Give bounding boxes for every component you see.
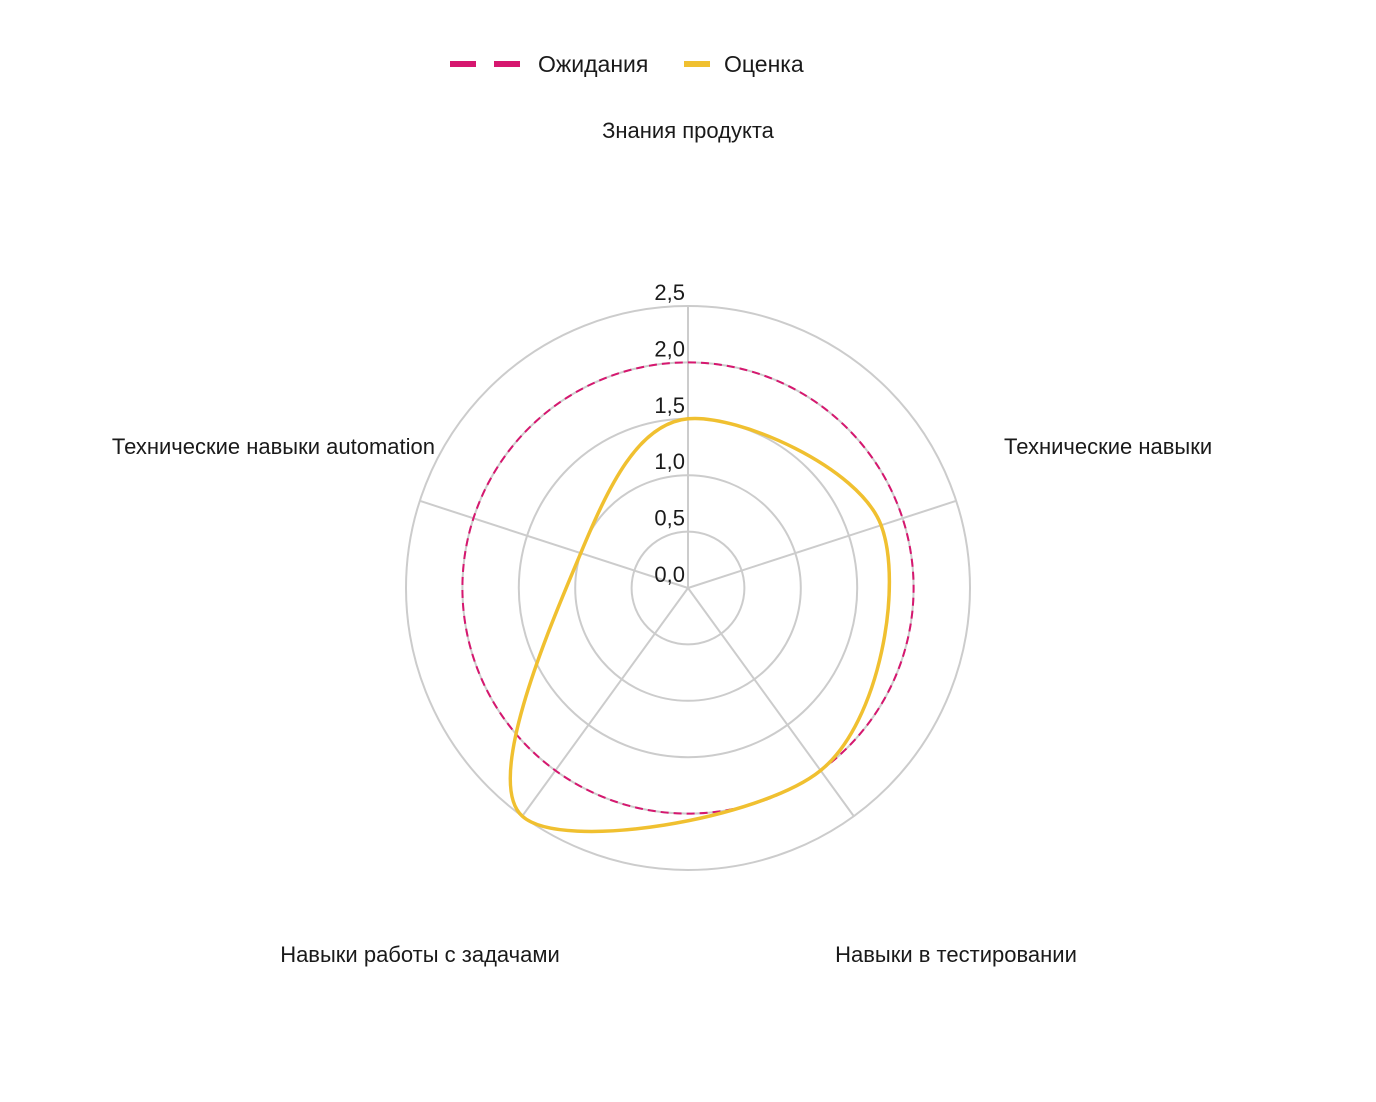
- r-tick-label: 1,0: [654, 449, 685, 474]
- legend-item[interactable]: Ожидания: [450, 51, 648, 77]
- category-label: Навыки работы с задачами: [280, 942, 560, 967]
- r-tick-label: 2,0: [654, 336, 685, 361]
- category-label: Технические навыки: [1004, 434, 1212, 459]
- r-tick-label: 0,5: [654, 506, 685, 531]
- axis-spoke: [687, 499, 957, 589]
- axis-spoke: [687, 587, 855, 817]
- legend-label: Ожидания: [538, 51, 648, 77]
- legend-label: Оценка: [724, 51, 804, 77]
- r-tick-label: 2,5: [654, 280, 685, 305]
- category-label: Знания продукта: [602, 118, 775, 143]
- chart-legend: Ожидания Оценка: [450, 51, 804, 77]
- r-tick-label: 0,0: [654, 562, 685, 587]
- radar-grid: [405, 305, 971, 871]
- category-label: Технические навыки automation: [112, 434, 435, 459]
- legend-item[interactable]: Оценка: [684, 51, 804, 77]
- category-labels: Знания продукта Технические навыки Навыки …: [112, 118, 1212, 967]
- r-tick-label: 1,5: [654, 393, 685, 418]
- series-line-rating: [508, 416, 892, 834]
- axis-spoke: [521, 587, 689, 817]
- axis-spoke: [419, 499, 689, 589]
- series-line-expectations: [461, 361, 915, 815]
- radial-tick-labels: 0,0 0,5 1,0 1,5 2,0 2,5: [654, 280, 685, 587]
- series-layer: [461, 361, 915, 834]
- category-label: Навыки в тестировании: [835, 942, 1077, 967]
